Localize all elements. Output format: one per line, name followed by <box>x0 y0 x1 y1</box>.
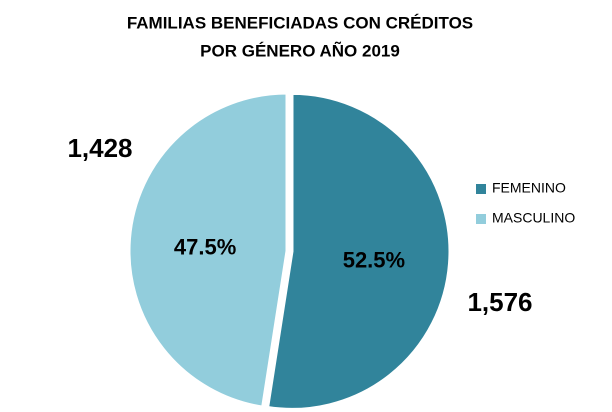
legend-swatch <box>476 214 486 224</box>
value-label: 1,428 <box>67 133 132 163</box>
percentage-label: 52.5% <box>343 248 405 273</box>
chart-title: FAMILIAS BENEFICIADAS CON CRÉDITOS <box>127 13 473 32</box>
pie-slice <box>127 91 289 409</box>
value-label: 1,576 <box>467 287 532 317</box>
percentage-label: 47.5% <box>174 234 236 259</box>
pie-slice <box>265 91 452 411</box>
legend-swatch <box>476 184 486 194</box>
legend-label: MASCULINO <box>492 210 575 226</box>
chart-title: POR GÉNERO AÑO 2019 <box>200 40 400 60</box>
legend-label: FEMENINO <box>492 180 566 196</box>
